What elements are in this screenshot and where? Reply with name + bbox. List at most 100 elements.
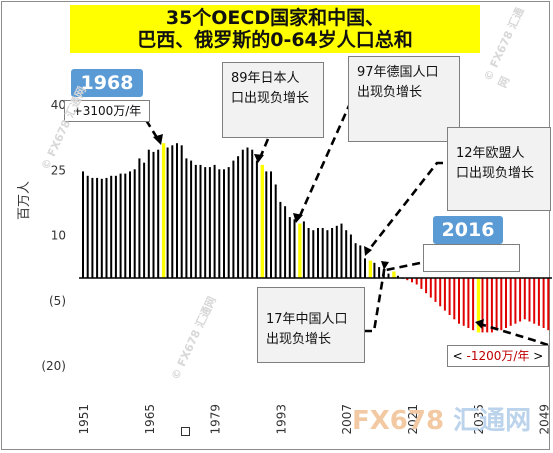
bar-2003 <box>326 230 329 278</box>
callout-china-line-1: 17年中国人口 <box>266 312 348 327</box>
bar-2046 <box>528 278 531 322</box>
bar-1951 <box>82 171 84 278</box>
x-tick-label: 1951 <box>77 404 91 435</box>
bar-1983 <box>232 160 235 278</box>
bar-2047 <box>533 278 536 324</box>
bar-1971 <box>176 143 178 278</box>
x-tick-label: 2007 <box>340 404 354 435</box>
bar-1989 <box>260 164 264 278</box>
x-tick-label: 1979 <box>209 404 223 435</box>
bar-1977 <box>204 167 207 278</box>
bar-1994 <box>284 206 287 278</box>
bar-1988 <box>255 160 258 278</box>
bar-2007 <box>345 230 348 278</box>
bar-1986 <box>246 147 249 278</box>
bar-2012 <box>368 260 373 278</box>
bar-1979 <box>213 164 216 278</box>
callout-eu: 12年欧盟人 口出现负增长 <box>447 127 551 211</box>
bar-2040 <box>500 278 503 331</box>
bar-2036 <box>481 278 484 333</box>
bar-2009 <box>354 243 357 278</box>
bar-2021 <box>411 278 413 283</box>
bar-2010 <box>359 245 362 278</box>
callout-eu-line-1: 12年欧盟人 <box>456 146 525 161</box>
bar-1957 <box>110 175 113 278</box>
bar-2038 <box>490 278 493 333</box>
callout-germany-line-1: 97年德国人口 <box>357 65 439 80</box>
bar-1958 <box>114 175 117 278</box>
bar-2018 <box>396 275 399 278</box>
bar-2024 <box>425 278 428 294</box>
logo-text-b: 汇通网 <box>453 406 532 436</box>
bar-1956 <box>105 177 108 278</box>
bar-1993 <box>279 201 282 278</box>
bar-1995 <box>288 217 291 278</box>
bar-2022 <box>415 278 418 285</box>
bar-2005 <box>335 225 338 278</box>
bar-2030 <box>453 278 456 320</box>
y-tick-label: (5) <box>49 294 66 308</box>
bar-1973 <box>185 158 188 278</box>
bar-1991 <box>270 171 272 278</box>
bar-1961 <box>129 171 131 278</box>
bar-1978 <box>208 167 211 278</box>
bar-2042 <box>509 278 512 326</box>
bar-2039 <box>495 278 498 331</box>
bar-1987 <box>251 149 254 278</box>
bar-1974 <box>190 160 193 278</box>
chart-title: 35个OECD国家和中国、 巴西、俄罗斯的0-64岁人口总和 <box>70 5 480 53</box>
title-line-2: 巴西、俄罗斯的0-64岁人口总和 <box>137 29 413 51</box>
y-tick-label: (20) <box>41 359 66 373</box>
bar-2034 <box>472 278 475 331</box>
bar-2014 <box>378 267 381 278</box>
bar-1996 <box>293 219 296 278</box>
bar-2020 <box>406 278 409 281</box>
bar-2032 <box>462 278 465 326</box>
bar-1954 <box>96 177 99 278</box>
bar-2000 <box>312 230 315 278</box>
bar-1997 <box>298 223 302 278</box>
bar-2029 <box>448 278 451 315</box>
bar-1962 <box>133 169 136 278</box>
arrow-heads <box>153 134 484 329</box>
bar-2045 <box>523 278 526 320</box>
bar-1959 <box>119 173 122 278</box>
bar-1953 <box>91 177 94 278</box>
bar-2002 <box>321 228 324 278</box>
bar-1981 <box>223 169 225 278</box>
bar-1955 <box>100 178 103 278</box>
bar-2028 <box>443 278 446 311</box>
bar-1998 <box>302 221 305 278</box>
bar-2008 <box>349 234 352 278</box>
bar-1966 <box>152 151 155 278</box>
bar-2033 <box>467 278 470 328</box>
note-decline-value: -1200万/年 <box>466 349 530 363</box>
bar-2048 <box>537 278 540 326</box>
bar-1969 <box>166 147 169 278</box>
bar-2016 <box>387 273 390 278</box>
note-1968-growth: +3100万/年 <box>64 100 150 122</box>
fx678-logo: FX678 汇通网 <box>352 400 531 437</box>
legend-marker <box>181 427 190 436</box>
bar-2035 <box>476 278 481 333</box>
y-ticks: 40 25 10 (5) (20) <box>41 98 66 373</box>
bar-1992 <box>274 184 277 278</box>
tag-1968: 1968 <box>71 69 143 97</box>
bar-2050 <box>547 278 550 331</box>
bar-1967 <box>157 149 160 278</box>
note-decline-close: > <box>533 349 544 363</box>
bar-2011 <box>364 258 366 278</box>
bar-1972 <box>180 145 183 278</box>
x-tick-label: 2035 <box>472 404 486 435</box>
x-tick-label: 2049 <box>538 404 552 435</box>
bar-1970 <box>171 145 174 278</box>
callout-germany-line-2: 出现负增长 <box>357 85 423 100</box>
bar-1990 <box>265 171 268 278</box>
bar-1964 <box>143 162 146 278</box>
callout-china-line-2: 出现负增长 <box>266 332 332 347</box>
bar-2037 <box>486 278 489 333</box>
callout-japan-line-1: 89年日本人 <box>231 71 300 86</box>
bar-2001 <box>317 228 319 278</box>
x-tick-label: 2021 <box>406 404 420 435</box>
